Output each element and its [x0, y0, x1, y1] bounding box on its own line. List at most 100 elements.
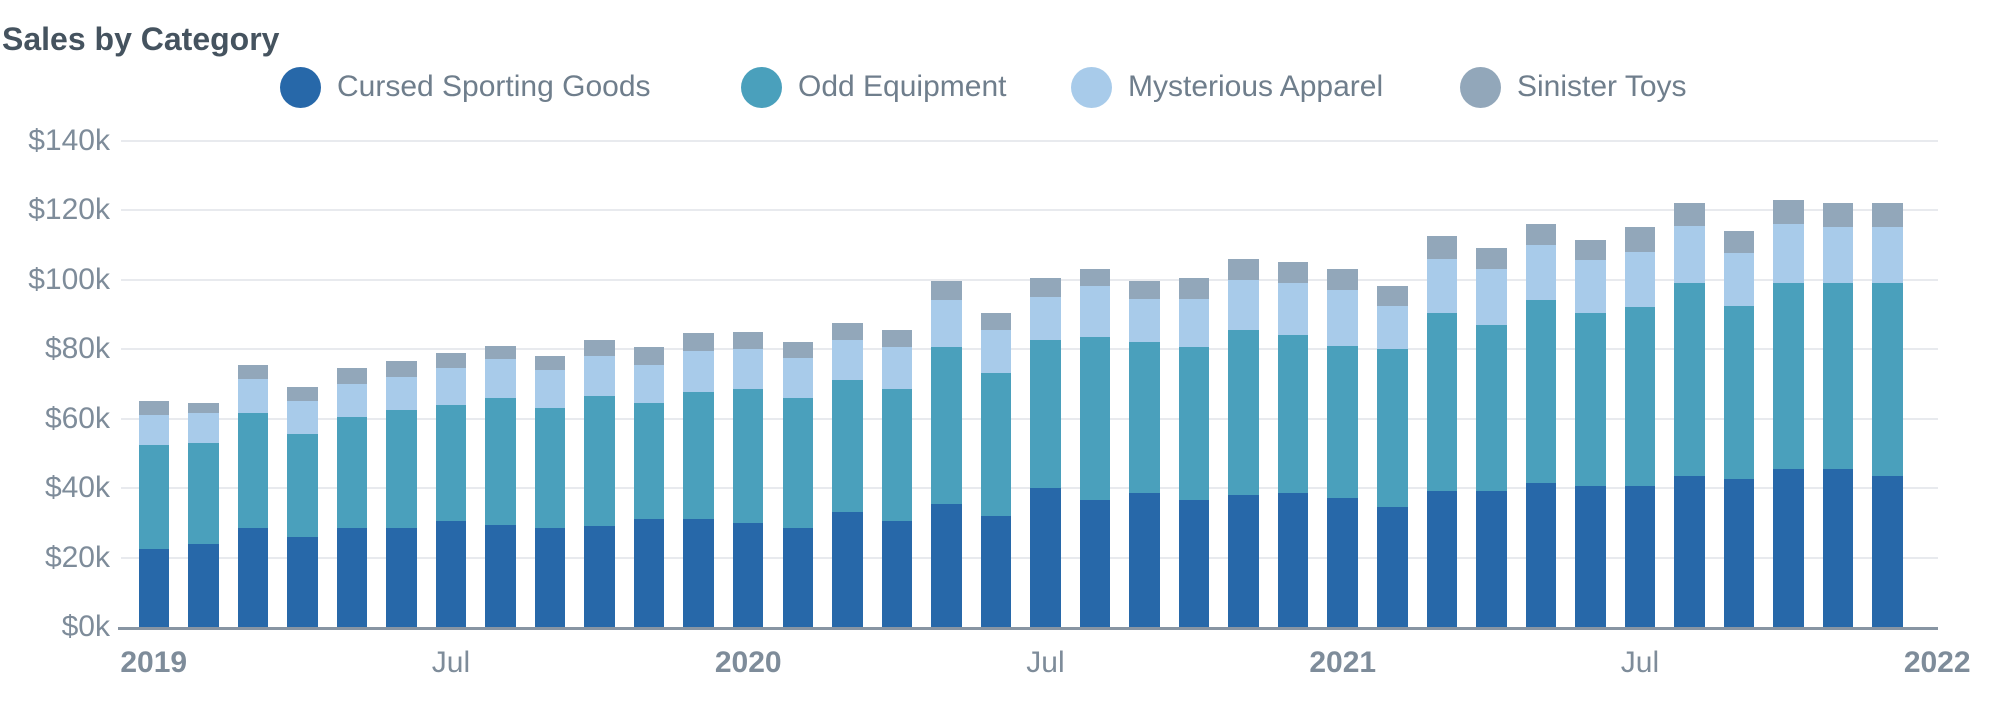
bar-segment-odd-equipment[interactable] — [237, 413, 269, 528]
bar-segment-sinister-toys[interactable] — [435, 352, 467, 369]
bar-segment-odd-equipment[interactable] — [1624, 307, 1656, 487]
bar-segment-sinister-toys[interactable] — [1674, 203, 1705, 226]
bar-segment-mysterious-apparel[interactable] — [1872, 227, 1903, 283]
bar-segment-mysterious-apparel[interactable] — [633, 364, 665, 403]
bar-segment-sinister-toys[interactable] — [386, 361, 417, 377]
bar-segment-mysterious-apparel[interactable] — [782, 357, 814, 398]
bar-segment-mysterious-apparel[interactable] — [1030, 296, 1061, 341]
bar-segment-cursed-sporting-goods[interactable] — [188, 543, 219, 627]
bar-segment-sinister-toys[interactable] — [683, 333, 714, 351]
bar-segment-cursed-sporting-goods[interactable] — [1723, 479, 1755, 627]
bar-segment-odd-equipment[interactable] — [1178, 347, 1210, 501]
bar-segment-odd-equipment[interactable] — [881, 388, 913, 522]
bar-segment-odd-equipment[interactable] — [188, 442, 219, 544]
bar-segment-sinister-toys[interactable] — [287, 387, 318, 402]
bar-segment-cursed-sporting-goods[interactable] — [485, 524, 516, 627]
bar-segment-sinister-toys[interactable] — [485, 345, 516, 360]
bar-segment-mysterious-apparel[interactable] — [832, 340, 863, 381]
bar-segment-odd-equipment[interactable] — [138, 444, 169, 549]
bar-segment-mysterious-apparel[interactable] — [683, 350, 714, 393]
bar-segment-mysterious-apparel[interactable] — [386, 376, 417, 410]
bar-segment-sinister-toys[interactable] — [1327, 269, 1358, 290]
bar-segment-cursed-sporting-goods[interactable] — [881, 521, 913, 627]
bar-segment-odd-equipment[interactable] — [1030, 340, 1061, 488]
bar-segment-cursed-sporting-goods[interactable] — [1377, 507, 1408, 627]
bar-segment-sinister-toys[interactable] — [584, 340, 615, 356]
bar-segment-cursed-sporting-goods[interactable] — [1525, 482, 1557, 627]
bar-segment-cursed-sporting-goods[interactable] — [1030, 488, 1061, 627]
bar-segment-cursed-sporting-goods[interactable] — [1129, 493, 1160, 627]
bar-segment-cursed-sporting-goods[interactable] — [138, 548, 169, 627]
bar-segment-sinister-toys[interactable] — [1178, 277, 1210, 299]
bar-segment-cursed-sporting-goods[interactable] — [683, 519, 714, 627]
bar-segment-odd-equipment[interactable] — [534, 408, 566, 528]
bar-segment-sinister-toys[interactable] — [1277, 262, 1309, 283]
bar-segment-cursed-sporting-goods[interactable] — [1327, 498, 1358, 627]
bar-segment-odd-equipment[interactable] — [980, 373, 1012, 516]
bar-segment-mysterious-apparel[interactable] — [1723, 253, 1755, 306]
bar-segment-mysterious-apparel[interactable] — [336, 383, 368, 417]
bar-segment-sinister-toys[interactable] — [1822, 203, 1854, 228]
bar-segment-cursed-sporting-goods[interactable] — [1228, 494, 1259, 627]
bar-segment-odd-equipment[interactable] — [633, 402, 665, 520]
bar-segment-sinister-toys[interactable] — [1426, 236, 1458, 259]
bar-segment-mysterious-apparel[interactable] — [881, 347, 913, 389]
bar-segment-mysterious-apparel[interactable] — [237, 378, 269, 414]
bar-segment-mysterious-apparel[interactable] — [1476, 269, 1507, 325]
bar-segment-cursed-sporting-goods[interactable] — [1426, 491, 1458, 627]
bar-segment-cursed-sporting-goods[interactable] — [1476, 491, 1507, 627]
legend-item-odd-equipment[interactable]: Odd Equipment — [741, 66, 1006, 108]
bar-segment-cursed-sporting-goods[interactable] — [1624, 486, 1656, 627]
bar-segment-sinister-toys[interactable] — [1624, 227, 1656, 252]
bar-segment-sinister-toys[interactable] — [138, 401, 169, 416]
bar-segment-sinister-toys[interactable] — [931, 281, 962, 301]
bar-segment-mysterious-apparel[interactable] — [1377, 305, 1408, 349]
bar-segment-odd-equipment[interactable] — [485, 397, 516, 525]
bar-segment-mysterious-apparel[interactable] — [1525, 244, 1557, 301]
bar-segment-cursed-sporting-goods[interactable] — [980, 515, 1012, 627]
bar-segment-cursed-sporting-goods[interactable] — [336, 527, 368, 627]
bar-segment-odd-equipment[interactable] — [1525, 300, 1557, 483]
bar-segment-cursed-sporting-goods[interactable] — [237, 527, 269, 627]
bar-segment-odd-equipment[interactable] — [386, 409, 417, 528]
bar-segment-odd-equipment[interactable] — [1377, 349, 1408, 508]
bar-segment-mysterious-apparel[interactable] — [534, 369, 566, 409]
bar-segment-odd-equipment[interactable] — [832, 380, 863, 513]
bar-segment-sinister-toys[interactable] — [1030, 277, 1061, 297]
bar-segment-cursed-sporting-goods[interactable] — [1079, 500, 1111, 627]
bar-segment-sinister-toys[interactable] — [1773, 199, 1804, 224]
bar-segment-cursed-sporting-goods[interactable] — [931, 503, 962, 627]
bar-segment-cursed-sporting-goods[interactable] — [1674, 475, 1705, 627]
bar-segment-sinister-toys[interactable] — [1525, 223, 1557, 245]
bar-segment-cursed-sporting-goods[interactable] — [782, 527, 814, 627]
bar-segment-mysterious-apparel[interactable] — [1079, 286, 1111, 337]
bar-segment-cursed-sporting-goods[interactable] — [1822, 468, 1854, 627]
bar-segment-sinister-toys[interactable] — [237, 364, 269, 379]
bar-segment-mysterious-apparel[interactable] — [584, 355, 615, 396]
bar-segment-sinister-toys[interactable] — [1079, 269, 1111, 287]
legend-item-cursed-sporting-goods[interactable]: Cursed Sporting Goods — [280, 66, 651, 108]
bar-segment-odd-equipment[interactable] — [336, 416, 368, 528]
bar-segment-mysterious-apparel[interactable] — [1575, 260, 1606, 313]
bar-segment-sinister-toys[interactable] — [1575, 239, 1606, 261]
legend-item-mysterious-apparel[interactable]: Mysterious Apparel — [1071, 66, 1383, 108]
bar-segment-cursed-sporting-goods[interactable] — [1575, 486, 1606, 627]
bar-segment-cursed-sporting-goods[interactable] — [435, 521, 467, 627]
bar-segment-mysterious-apparel[interactable] — [287, 401, 318, 435]
bar-segment-cursed-sporting-goods[interactable] — [832, 512, 863, 627]
bar-segment-cursed-sporting-goods[interactable] — [732, 522, 764, 627]
bar-segment-cursed-sporting-goods[interactable] — [287, 536, 318, 627]
bar-segment-cursed-sporting-goods[interactable] — [1773, 468, 1804, 627]
bar-segment-mysterious-apparel[interactable] — [1426, 258, 1458, 313]
bar-segment-odd-equipment[interactable] — [1723, 305, 1755, 480]
bar-segment-mysterious-apparel[interactable] — [485, 359, 516, 398]
bar-segment-odd-equipment[interactable] — [1872, 282, 1903, 476]
bar-segment-mysterious-apparel[interactable] — [732, 349, 764, 389]
bar-segment-sinister-toys[interactable] — [832, 322, 863, 341]
bar-segment-sinister-toys[interactable] — [336, 368, 368, 384]
bar-segment-mysterious-apparel[interactable] — [1327, 289, 1358, 346]
bar-segment-mysterious-apparel[interactable] — [1129, 298, 1160, 343]
bar-segment-odd-equipment[interactable] — [1575, 312, 1606, 487]
bar-segment-odd-equipment[interactable] — [732, 388, 764, 523]
bar-segment-sinister-toys[interactable] — [1377, 286, 1408, 306]
